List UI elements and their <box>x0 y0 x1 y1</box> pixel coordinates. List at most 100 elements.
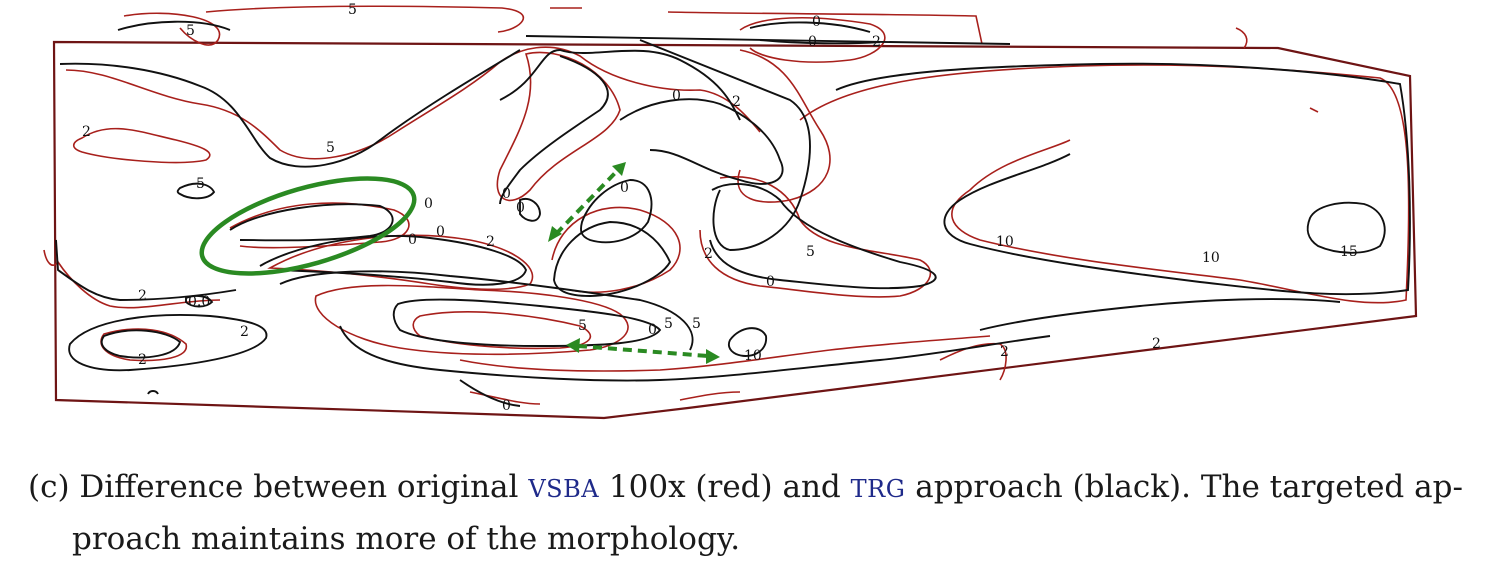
contour-label: 0 <box>516 200 525 216</box>
trg-contour <box>59 49 521 168</box>
vsba-contour <box>229 202 410 249</box>
contour-label: 0 <box>424 196 433 212</box>
trg-contour <box>759 39 881 45</box>
contour-label: 0 <box>648 322 657 338</box>
vsba-contour <box>412 311 592 350</box>
contour-label: 2 <box>732 94 741 110</box>
arrow-head <box>566 338 580 353</box>
trg-contour <box>339 325 1051 382</box>
contour-label: 0 <box>502 398 511 414</box>
contour-label: 15 <box>1340 244 1358 260</box>
vsba-contour <box>72 127 211 164</box>
trg-contour <box>279 270 694 351</box>
vsba-contour <box>667 11 983 45</box>
contour-label: 0 <box>408 232 417 248</box>
caption-prefix: (c) Difference between original <box>28 469 529 505</box>
contour-labels: 5 5 2 0 2 2 5 5 2 0 0 0 2 0 0 0 2 5 0 10… <box>82 2 1358 414</box>
trg-contour <box>68 314 268 372</box>
contour-label: 2 <box>240 324 249 340</box>
arrow-head <box>706 349 720 364</box>
contour-label: 5 <box>692 316 701 332</box>
contour-plot: 5 5 2 0 2 2 5 5 2 0 0 0 2 0 0 0 2 5 0 10… <box>43 2 1418 420</box>
trg-contour <box>176 182 216 200</box>
dashed-double-arrow <box>554 168 620 236</box>
trg-contour <box>580 179 653 244</box>
vsba-contour <box>314 284 629 356</box>
trg-contour <box>229 203 394 242</box>
contour-label: 0.0 <box>188 294 210 310</box>
vsba-contour <box>799 64 1410 304</box>
vsba-contour <box>699 176 932 298</box>
trg-contour <box>619 98 784 185</box>
trg-contour <box>459 379 521 407</box>
vsba-contour <box>123 12 221 46</box>
vsba-contour <box>496 51 621 202</box>
contour-label: 10 <box>1202 250 1220 266</box>
vsba-contours <box>43 5 1410 405</box>
contour-label: 2 <box>486 234 495 250</box>
vsba-contour <box>1309 107 1319 113</box>
contour-label: 5 <box>578 318 587 334</box>
caption-acronym-trg: TRG <box>850 475 906 503</box>
vsba-contour <box>43 249 221 309</box>
trg-contour <box>1306 201 1386 254</box>
caption-acronym-vsba: VSBA <box>528 475 600 503</box>
contour-label: 2 <box>82 124 91 140</box>
contour-label: 0 <box>620 180 629 196</box>
domain-border <box>52 40 1418 420</box>
contour-label: 0 <box>502 186 511 202</box>
trg-contour <box>553 221 672 297</box>
vsba-contour <box>459 335 991 372</box>
trg-contour <box>185 294 214 308</box>
vsba-contour <box>65 46 761 160</box>
arrow-head <box>548 226 562 242</box>
trg-contours <box>55 20 1411 407</box>
contour-label: 2 <box>1000 344 1009 360</box>
contour-label: 2 <box>704 246 713 262</box>
contour-label: 5 <box>806 244 815 260</box>
trg-contour <box>835 62 1411 296</box>
trg-contour <box>499 49 741 121</box>
vsba-contour <box>205 5 525 33</box>
highlight-annotations <box>199 162 720 364</box>
vsba-contour <box>1235 27 1248 49</box>
vsba-contour <box>737 49 831 203</box>
trg-contour <box>519 198 541 222</box>
trg-contour <box>709 183 937 290</box>
trg-contour <box>749 21 871 33</box>
trg-contour <box>727 327 767 357</box>
trg-contour <box>100 329 182 359</box>
caption-line-2: proach maintains more of the morphology. <box>72 521 741 557</box>
trg-contour <box>979 298 1341 331</box>
trg-contour <box>392 298 662 347</box>
vsba-contour <box>551 206 681 293</box>
contour-label: 0 <box>436 224 445 240</box>
contour-label: 2 <box>138 352 147 368</box>
contour-label: 0 <box>766 274 775 290</box>
contour-label: 0 <box>808 34 817 50</box>
contour-label: 5 <box>196 176 205 192</box>
figure-caption: (c) Difference between original VSBA 100… <box>28 462 1478 564</box>
arrow-head <box>612 162 626 176</box>
vsba-contour <box>679 391 741 401</box>
contour-label: 10 <box>744 348 762 364</box>
highlight-ellipse <box>199 176 417 276</box>
dashed-double-arrow <box>577 344 709 358</box>
contour-label: 2 <box>1152 336 1161 352</box>
contour-difference-figure: 5 5 2 0 2 2 5 5 2 0 0 0 2 0 0 0 2 5 0 10… <box>43 2 1418 420</box>
caption-mid-2: approach (black). The targeted ap- <box>905 469 1463 505</box>
caption-mid-1: 100x (red) and <box>599 469 851 505</box>
trg-contour <box>55 239 237 301</box>
trg-contour <box>117 20 231 31</box>
trg-contour <box>499 55 609 205</box>
contour-label: 10 <box>996 234 1014 250</box>
contour-label: 5 <box>326 140 335 156</box>
trg-contour <box>147 390 159 395</box>
contour-label: 5 <box>664 316 673 332</box>
contour-label: 2 <box>138 288 147 304</box>
trg-contour <box>639 39 811 251</box>
contour-label: 0 <box>812 14 821 30</box>
contour-label: 2 <box>872 34 881 50</box>
contour-label: 5 <box>348 2 357 18</box>
vsba-contour <box>469 391 541 405</box>
